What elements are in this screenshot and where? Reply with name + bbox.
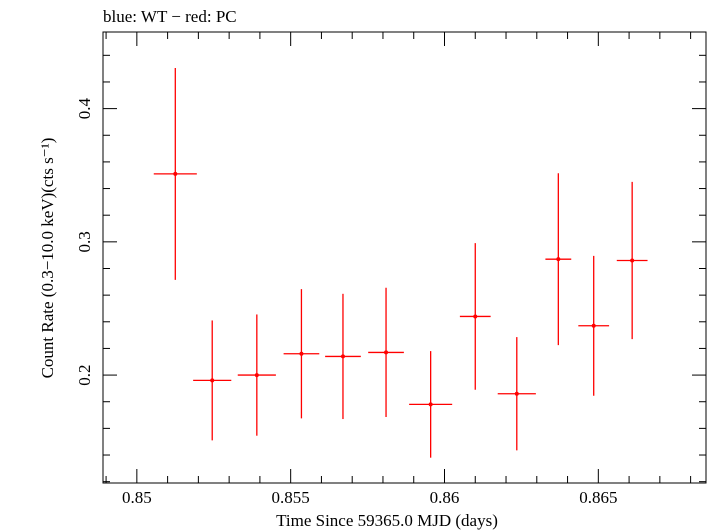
data-point (497, 337, 536, 451)
data-point (545, 173, 572, 346)
point-marker (473, 314, 478, 319)
data-point (153, 67, 197, 280)
point-marker (591, 323, 596, 328)
y-tick-label: 0.3 (75, 231, 94, 252)
point-marker (556, 257, 561, 262)
data-point (325, 293, 361, 420)
data-point (368, 287, 404, 418)
point-marker (630, 258, 635, 263)
point-marker (210, 378, 215, 383)
x-tick-labels: 0.85 0.855 0.86 0.865 (122, 488, 617, 507)
x-tick-label: 0.865 (579, 488, 617, 507)
point-marker (428, 402, 433, 407)
x-tick-label: 0.855 (272, 488, 310, 507)
x-axis-label: Time Since 59365.0 MJD (days) (276, 511, 498, 530)
point-marker (299, 351, 304, 356)
point-marker (173, 171, 178, 176)
point-marker (340, 354, 345, 359)
data-point (409, 351, 453, 458)
data-point (193, 320, 232, 441)
y-axis-label: Count Rate (0.3−10.0 keV)(cts s⁻¹) (38, 138, 57, 379)
data-point (459, 243, 491, 390)
chart-title: blue: WT − red: PC (103, 7, 237, 26)
point-marker (254, 373, 259, 378)
x-tick-label: 0.85 (122, 488, 152, 507)
data-point (578, 255, 610, 396)
y-tick-label: 0.4 (75, 97, 94, 119)
y-tick-labels: 0.2 0.3 0.4 (75, 97, 94, 385)
point-marker (384, 350, 389, 355)
data-point (616, 181, 648, 340)
plot-frame (102, 31, 707, 484)
x-tick-label: 0.86 (430, 488, 460, 507)
data-point (237, 314, 276, 436)
point-marker (514, 391, 519, 396)
data-point (283, 289, 320, 419)
data-points (153, 67, 648, 458)
y-tick-label: 0.2 (75, 364, 94, 385)
axis-ticks (103, 32, 706, 483)
